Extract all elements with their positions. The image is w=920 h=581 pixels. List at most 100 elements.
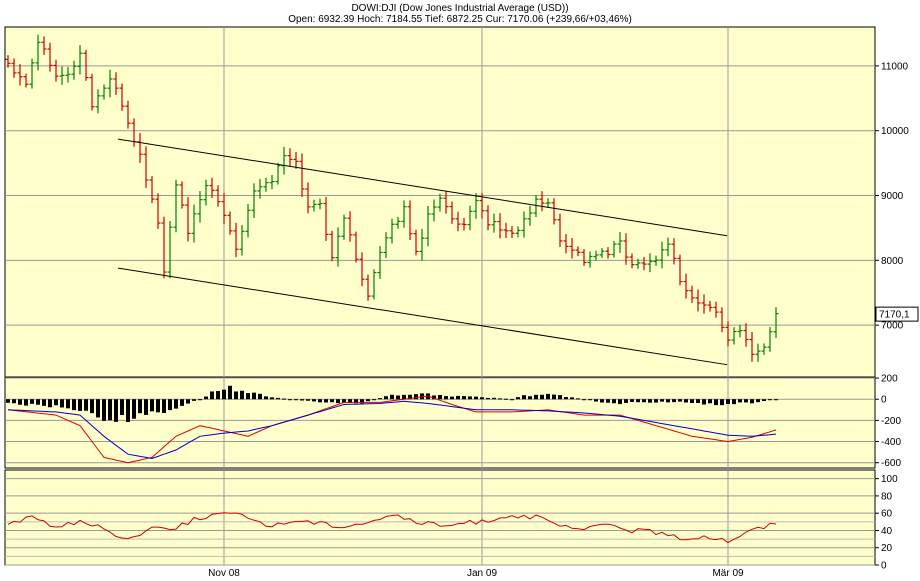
- macd-histogram-bar: [726, 399, 730, 404]
- y-tick-label: 9000: [881, 191, 904, 202]
- price-bar: [689, 285, 695, 303]
- price-bar: [359, 252, 365, 287]
- price-bar: [161, 216, 167, 279]
- macd-histogram-bar: [510, 399, 514, 401]
- price-bar: [713, 301, 719, 318]
- price-bar: [497, 213, 503, 239]
- macd-histogram-bar: [600, 399, 604, 403]
- price-bar: [251, 183, 257, 218]
- macd-histogram-bar: [444, 396, 448, 400]
- x-tick-label: Nov 08: [208, 568, 240, 579]
- price-bar: [659, 241, 665, 269]
- y-tick-label: 100: [881, 474, 898, 485]
- macd-histogram-bar: [570, 397, 574, 400]
- label-layer: Nov 08 Jan 09 Mär 097000800090001000011000…: [208, 61, 919, 579]
- macd-histogram-bar: [498, 398, 502, 400]
- price-bar: [389, 218, 395, 244]
- macd-histogram-bar: [654, 399, 658, 403]
- price-bar: [155, 193, 161, 229]
- price-bar: [467, 205, 473, 231]
- price-bar: [11, 58, 17, 78]
- y-tick-label: 40: [881, 526, 893, 537]
- macd-histogram-bar: [684, 399, 688, 403]
- price-bar: [299, 153, 305, 197]
- price-bar: [461, 218, 467, 231]
- macd-histogram-bar: [474, 396, 478, 400]
- macd-histogram-bar: [480, 397, 484, 400]
- macd-histogram-bar: [774, 399, 778, 401]
- macd-histogram-bar: [180, 399, 184, 406]
- y-tick-label: -400: [881, 437, 901, 448]
- price-bar: [233, 222, 239, 258]
- y-tick-label: 11000: [881, 61, 909, 72]
- price-bar: [107, 69, 113, 98]
- price-bar: [533, 195, 539, 218]
- macd-histogram-bar: [60, 399, 64, 408]
- macd-histogram-bar: [372, 399, 376, 401]
- price-bar: [767, 327, 773, 352]
- macd-histogram-bar: [528, 396, 532, 400]
- macd-histogram-bar: [540, 394, 544, 400]
- price-bar: [287, 148, 293, 167]
- price-bar: [551, 198, 557, 225]
- price-bar: [707, 300, 713, 312]
- price-bar: [593, 250, 599, 261]
- y-tick-label: 0: [881, 561, 887, 572]
- macd-histogram-bar: [30, 399, 34, 404]
- macd-histogram-bar: [546, 393, 550, 400]
- macd-histogram-bar: [456, 395, 460, 400]
- price-bar: [557, 213, 563, 247]
- macd-histogram-bar: [222, 389, 226, 400]
- macd-histogram-bar: [270, 397, 274, 400]
- price-bar: [383, 232, 389, 259]
- price-bar: [419, 228, 425, 261]
- macd-histogram-bar: [168, 399, 172, 411]
- macd-histogram-bar: [738, 399, 742, 403]
- x-tick-label: Mär 09: [712, 568, 744, 579]
- macd-histogram-bar: [90, 399, 94, 414]
- price-bar: [425, 205, 431, 247]
- macd-histogram-bar: [564, 397, 568, 400]
- macd-histogram-bar: [660, 399, 664, 402]
- macd-histogram-bar: [246, 393, 250, 400]
- macd-histogram-bar: [126, 399, 130, 422]
- macd-histogram-bar: [210, 391, 214, 400]
- price-bar: [611, 240, 617, 258]
- price-bar: [53, 59, 59, 82]
- macd-histogram-bar: [282, 398, 286, 400]
- indicator-line: [7, 512, 777, 544]
- price-bar: [755, 343, 761, 362]
- price-bar: [143, 146, 149, 188]
- macd-histogram-bar: [690, 399, 694, 404]
- macd-histogram-bar: [288, 399, 292, 401]
- macd-histogram-bar: [150, 399, 154, 412]
- macd-histogram-bar: [336, 399, 340, 404]
- price-bar: [29, 58, 35, 89]
- macd-histogram-bar: [138, 399, 142, 414]
- price-bar: [191, 204, 197, 243]
- macd-histogram-bar: [432, 395, 436, 400]
- y-tick-label: 10000: [881, 126, 909, 137]
- price-bar: [41, 36, 47, 55]
- macd-histogram-bar: [228, 385, 232, 400]
- price-bar: [647, 253, 653, 273]
- channel-upper-line: [118, 138, 728, 237]
- macd-histogram-bar: [768, 399, 772, 401]
- macd-histogram-bar: [348, 399, 352, 403]
- price-bar: [221, 193, 227, 224]
- macd-histogram-bar: [12, 399, 16, 404]
- price-bar: [605, 247, 611, 259]
- macd-histogram-bar: [732, 399, 736, 405]
- macd-histogram-bar: [144, 399, 148, 415]
- macd-histogram-bar: [756, 399, 760, 403]
- macd-histogram-bar: [648, 399, 652, 403]
- macd-histogram-bar: [306, 399, 310, 401]
- price-bar: [695, 289, 701, 312]
- macd-histogram-bar: [708, 399, 712, 404]
- macd-histogram-bar: [462, 396, 466, 400]
- macd-histogram-bar: [366, 399, 370, 402]
- price-bar: [449, 201, 455, 224]
- macd-histogram-bar: [354, 399, 358, 404]
- price-bar: [275, 162, 281, 185]
- macd-histogram-bar: [468, 396, 472, 400]
